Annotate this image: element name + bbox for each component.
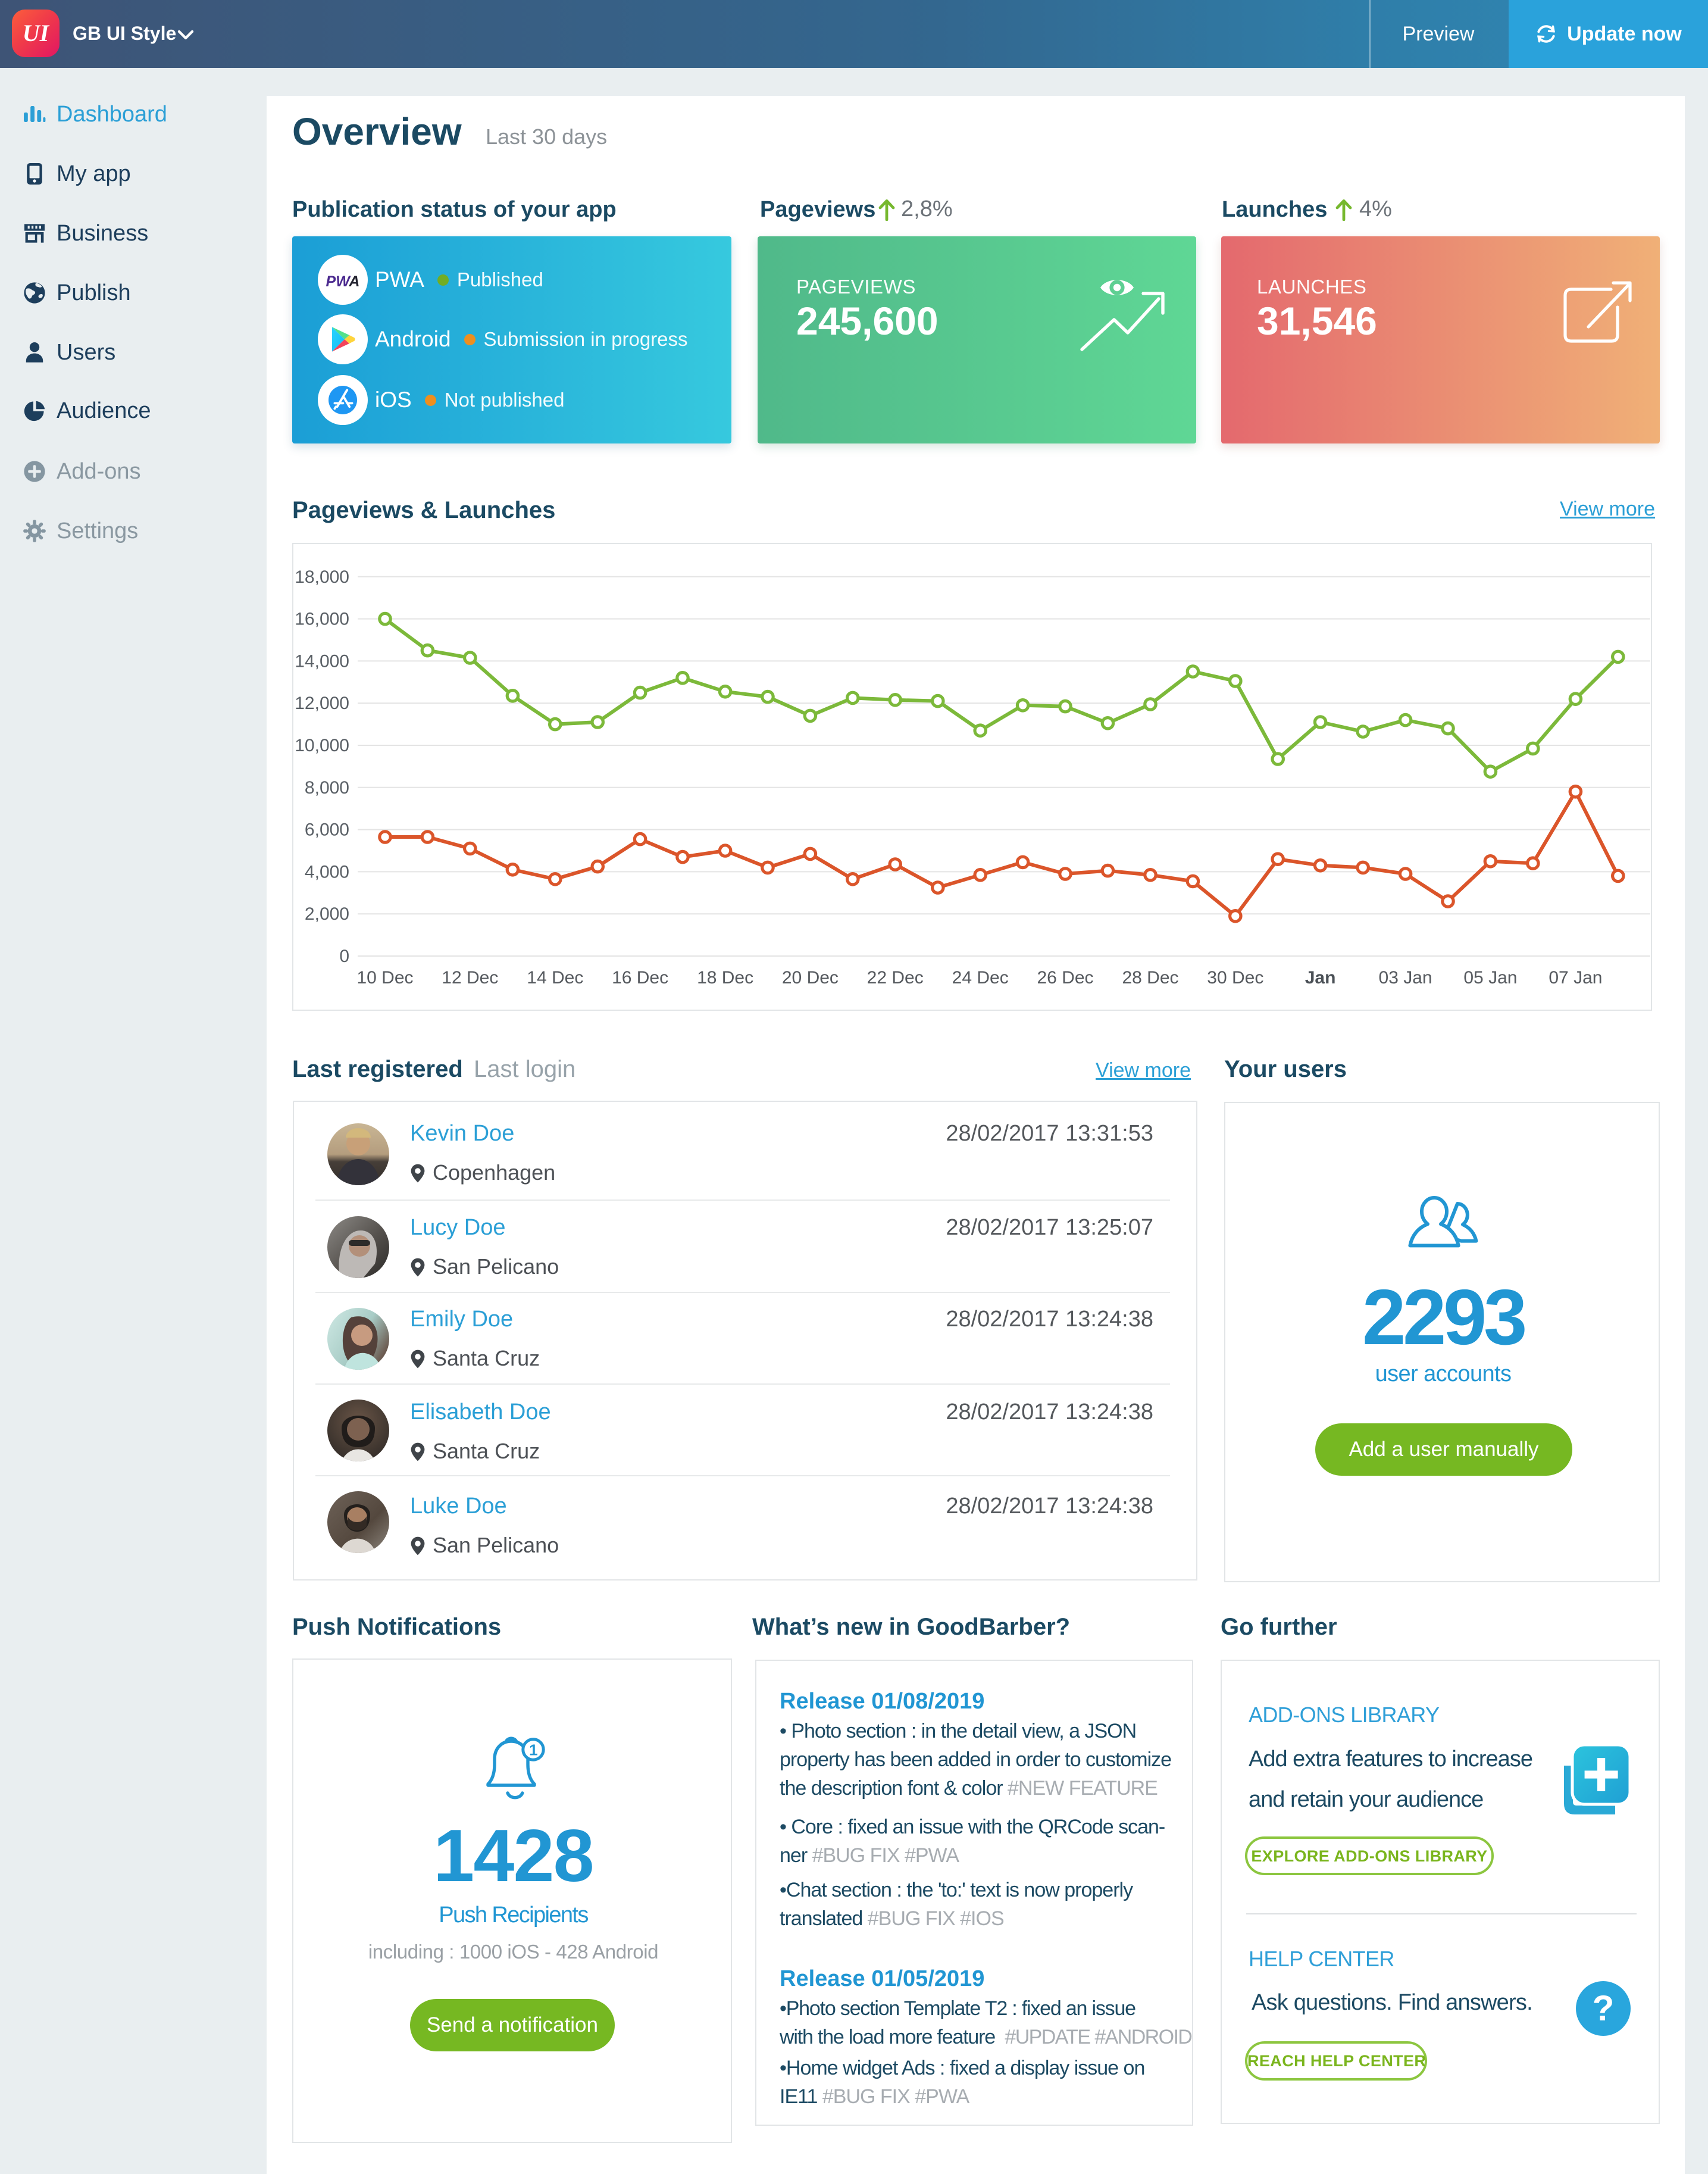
svg-text:07 Jan: 07 Jan <box>1549 968 1602 988</box>
svg-text:30 Dec: 30 Dec <box>1207 968 1263 988</box>
svg-text:22 Dec: 22 Dec <box>867 968 924 988</box>
svg-text:4,000: 4,000 <box>305 862 349 882</box>
svg-text:03 Jan: 03 Jan <box>1379 968 1432 988</box>
svg-text:PWA: PWA <box>326 273 360 290</box>
svg-text:20 Dec: 20 Dec <box>782 968 839 988</box>
svg-text:1: 1 <box>529 1741 537 1758</box>
svg-text:14 Dec: 14 Dec <box>527 968 583 988</box>
svg-text:26 Dec: 26 Dec <box>1037 968 1093 988</box>
svg-text:6,000: 6,000 <box>305 820 349 840</box>
svg-text:12 Dec: 12 Dec <box>442 968 498 988</box>
svg-text:24 Dec: 24 Dec <box>952 968 1009 988</box>
svg-text:2,000: 2,000 <box>305 904 349 924</box>
svg-text:10,000: 10,000 <box>295 736 349 755</box>
svg-text:Jan: Jan <box>1305 968 1336 988</box>
svg-text:16,000: 16,000 <box>295 610 349 629</box>
svg-text:8,000: 8,000 <box>305 778 349 798</box>
svg-text:28 Dec: 28 Dec <box>1122 968 1178 988</box>
svg-text:18,000: 18,000 <box>295 567 349 587</box>
svg-text:0: 0 <box>339 947 349 966</box>
svg-text:16 Dec: 16 Dec <box>612 968 668 988</box>
svg-text:14,000: 14,000 <box>295 651 349 671</box>
svg-text:18 Dec: 18 Dec <box>697 968 753 988</box>
svg-text:12,000: 12,000 <box>295 694 349 713</box>
svg-text:10 Dec: 10 Dec <box>356 968 413 988</box>
svg-text:05 Jan: 05 Jan <box>1463 968 1517 988</box>
